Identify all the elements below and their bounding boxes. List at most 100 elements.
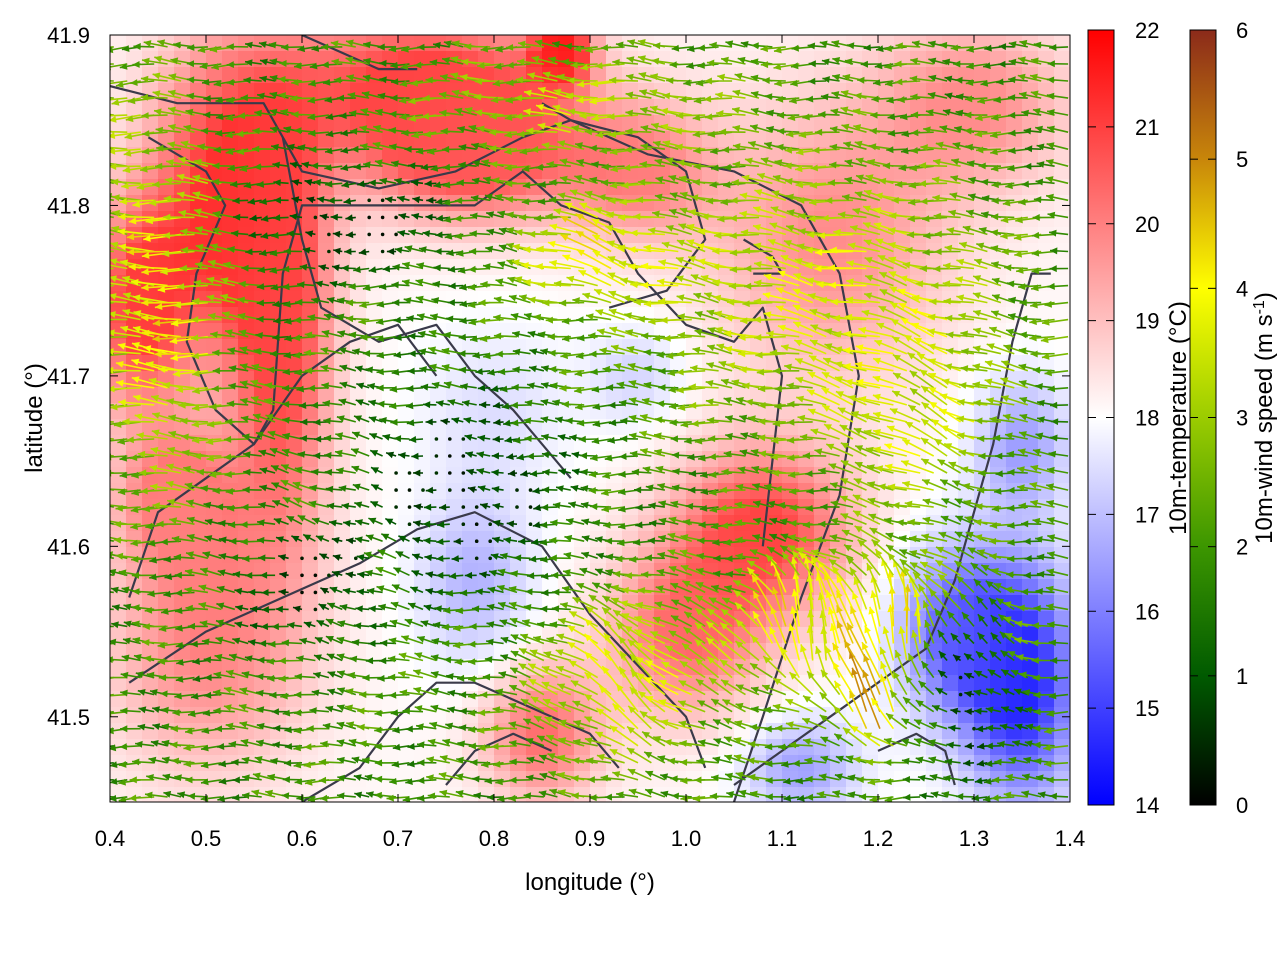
wind-vector-head	[86, 301, 94, 308]
heatmap-cell	[430, 547, 447, 564]
wind-vector	[85, 250, 114, 252]
heatmap-cell	[334, 99, 351, 116]
heatmap-cell	[1054, 275, 1071, 292]
heatmap-cell	[430, 387, 447, 404]
heatmap-cell	[590, 787, 607, 804]
heatmap-cell	[414, 371, 431, 388]
heatmap-cell	[894, 611, 911, 628]
heatmap-cell	[878, 723, 895, 740]
heatmap-cell	[494, 307, 511, 324]
heatmap-cell	[126, 787, 143, 804]
heatmap-cell	[974, 83, 991, 100]
wind-vector-calm	[421, 488, 425, 492]
wind-vector-head	[92, 711, 100, 718]
wind-vector-head	[95, 588, 103, 595]
heatmap-cell	[158, 179, 175, 196]
heatmap-cell	[1054, 579, 1071, 596]
heatmap-cell	[1006, 691, 1023, 708]
wind-vector-head	[103, 674, 110, 681]
wind-vector-head	[94, 518, 102, 525]
wind-vector-head	[94, 535, 102, 542]
wind-vector	[95, 796, 114, 797]
heatmap-cell	[382, 643, 399, 660]
heatmap-cell	[238, 179, 255, 196]
heatmap-cell	[782, 435, 799, 452]
heatmap-cell	[734, 275, 751, 292]
heatmap-cell	[206, 371, 223, 388]
wind-vector-head	[90, 677, 98, 684]
wind-vector-calm	[327, 574, 331, 578]
heatmap-cell	[414, 739, 431, 756]
heatmap-cell	[1054, 211, 1071, 228]
heatmap-cell	[318, 387, 335, 404]
wind-vector-head	[98, 243, 106, 250]
wind-vector-calm	[300, 574, 304, 578]
wind-vector-calm	[408, 522, 412, 526]
heatmap-cell	[510, 435, 527, 452]
heatmap-cell	[558, 483, 575, 500]
wind-vector-head	[96, 128, 103, 135]
wind-vector-head	[88, 403, 95, 410]
heatmap-cell	[1054, 643, 1071, 660]
heatmap-cell	[622, 83, 639, 100]
heatmap-cell	[254, 643, 271, 660]
wind-vector-head	[95, 605, 102, 612]
heatmap-cell	[254, 563, 271, 580]
heatmap-cell	[1038, 691, 1055, 708]
heatmap-cell	[990, 467, 1007, 484]
heatmap-cell	[238, 115, 255, 132]
wind-vector-head	[91, 467, 99, 474]
heatmap-cell	[446, 547, 463, 564]
wind-vector-head	[101, 226, 109, 233]
heatmap-cell	[638, 547, 655, 564]
heatmap-cell	[638, 755, 655, 772]
wind-vector-head	[93, 484, 101, 491]
wind-vector-head	[103, 176, 111, 183]
heatmap-cell	[814, 195, 831, 212]
heatmap-cell	[926, 275, 943, 292]
heatmap-cell	[430, 451, 447, 468]
wind-vector-head	[99, 760, 107, 767]
wind-vector-head	[95, 793, 102, 800]
wind-vector-head	[98, 744, 106, 751]
wind-vector-calm	[314, 557, 318, 561]
heatmap-cell	[478, 483, 495, 500]
heatmap-cell	[814, 739, 831, 756]
heatmap-cell	[462, 51, 479, 68]
heatmap-cell	[174, 691, 191, 708]
wind-vector-calm	[408, 488, 412, 492]
heatmap-cell	[302, 563, 319, 580]
wind-vector-head	[94, 552, 102, 559]
wind-vector-head	[91, 386, 99, 393]
heatmap-cell	[318, 451, 335, 468]
heatmap-cell	[494, 467, 511, 484]
heatmap-cell	[254, 259, 271, 276]
heatmap-cell	[542, 467, 559, 484]
heatmap-cell	[942, 723, 959, 740]
wind-vector-calm	[394, 216, 398, 220]
heatmap-cell	[254, 179, 271, 196]
heatmap-cell	[430, 531, 447, 548]
heatmap-cell	[766, 723, 783, 740]
heatmap-cell	[222, 579, 239, 596]
heatmap-cell	[382, 291, 399, 308]
wind-vector-head	[93, 369, 101, 376]
wind-vector-head	[85, 247, 92, 254]
heatmap-cell	[558, 291, 575, 308]
heatmap-cell	[382, 339, 399, 356]
heatmap-cell	[1054, 627, 1071, 644]
heatmap-cell	[830, 307, 847, 324]
heatmap-cell	[414, 611, 431, 628]
heatmap-cell	[702, 211, 719, 228]
heatmap-cell	[622, 755, 639, 772]
wind-vector-head	[88, 142, 96, 149]
heatmap-cell	[254, 547, 271, 564]
heatmap-cell	[430, 435, 447, 452]
heatmap-cell	[126, 515, 143, 532]
heatmap-cell	[1006, 563, 1023, 580]
heatmap-cell	[222, 211, 239, 228]
wind-vector-head	[103, 692, 110, 699]
wind-vector-head	[94, 623, 101, 630]
wind-vector-head	[95, 297, 103, 304]
